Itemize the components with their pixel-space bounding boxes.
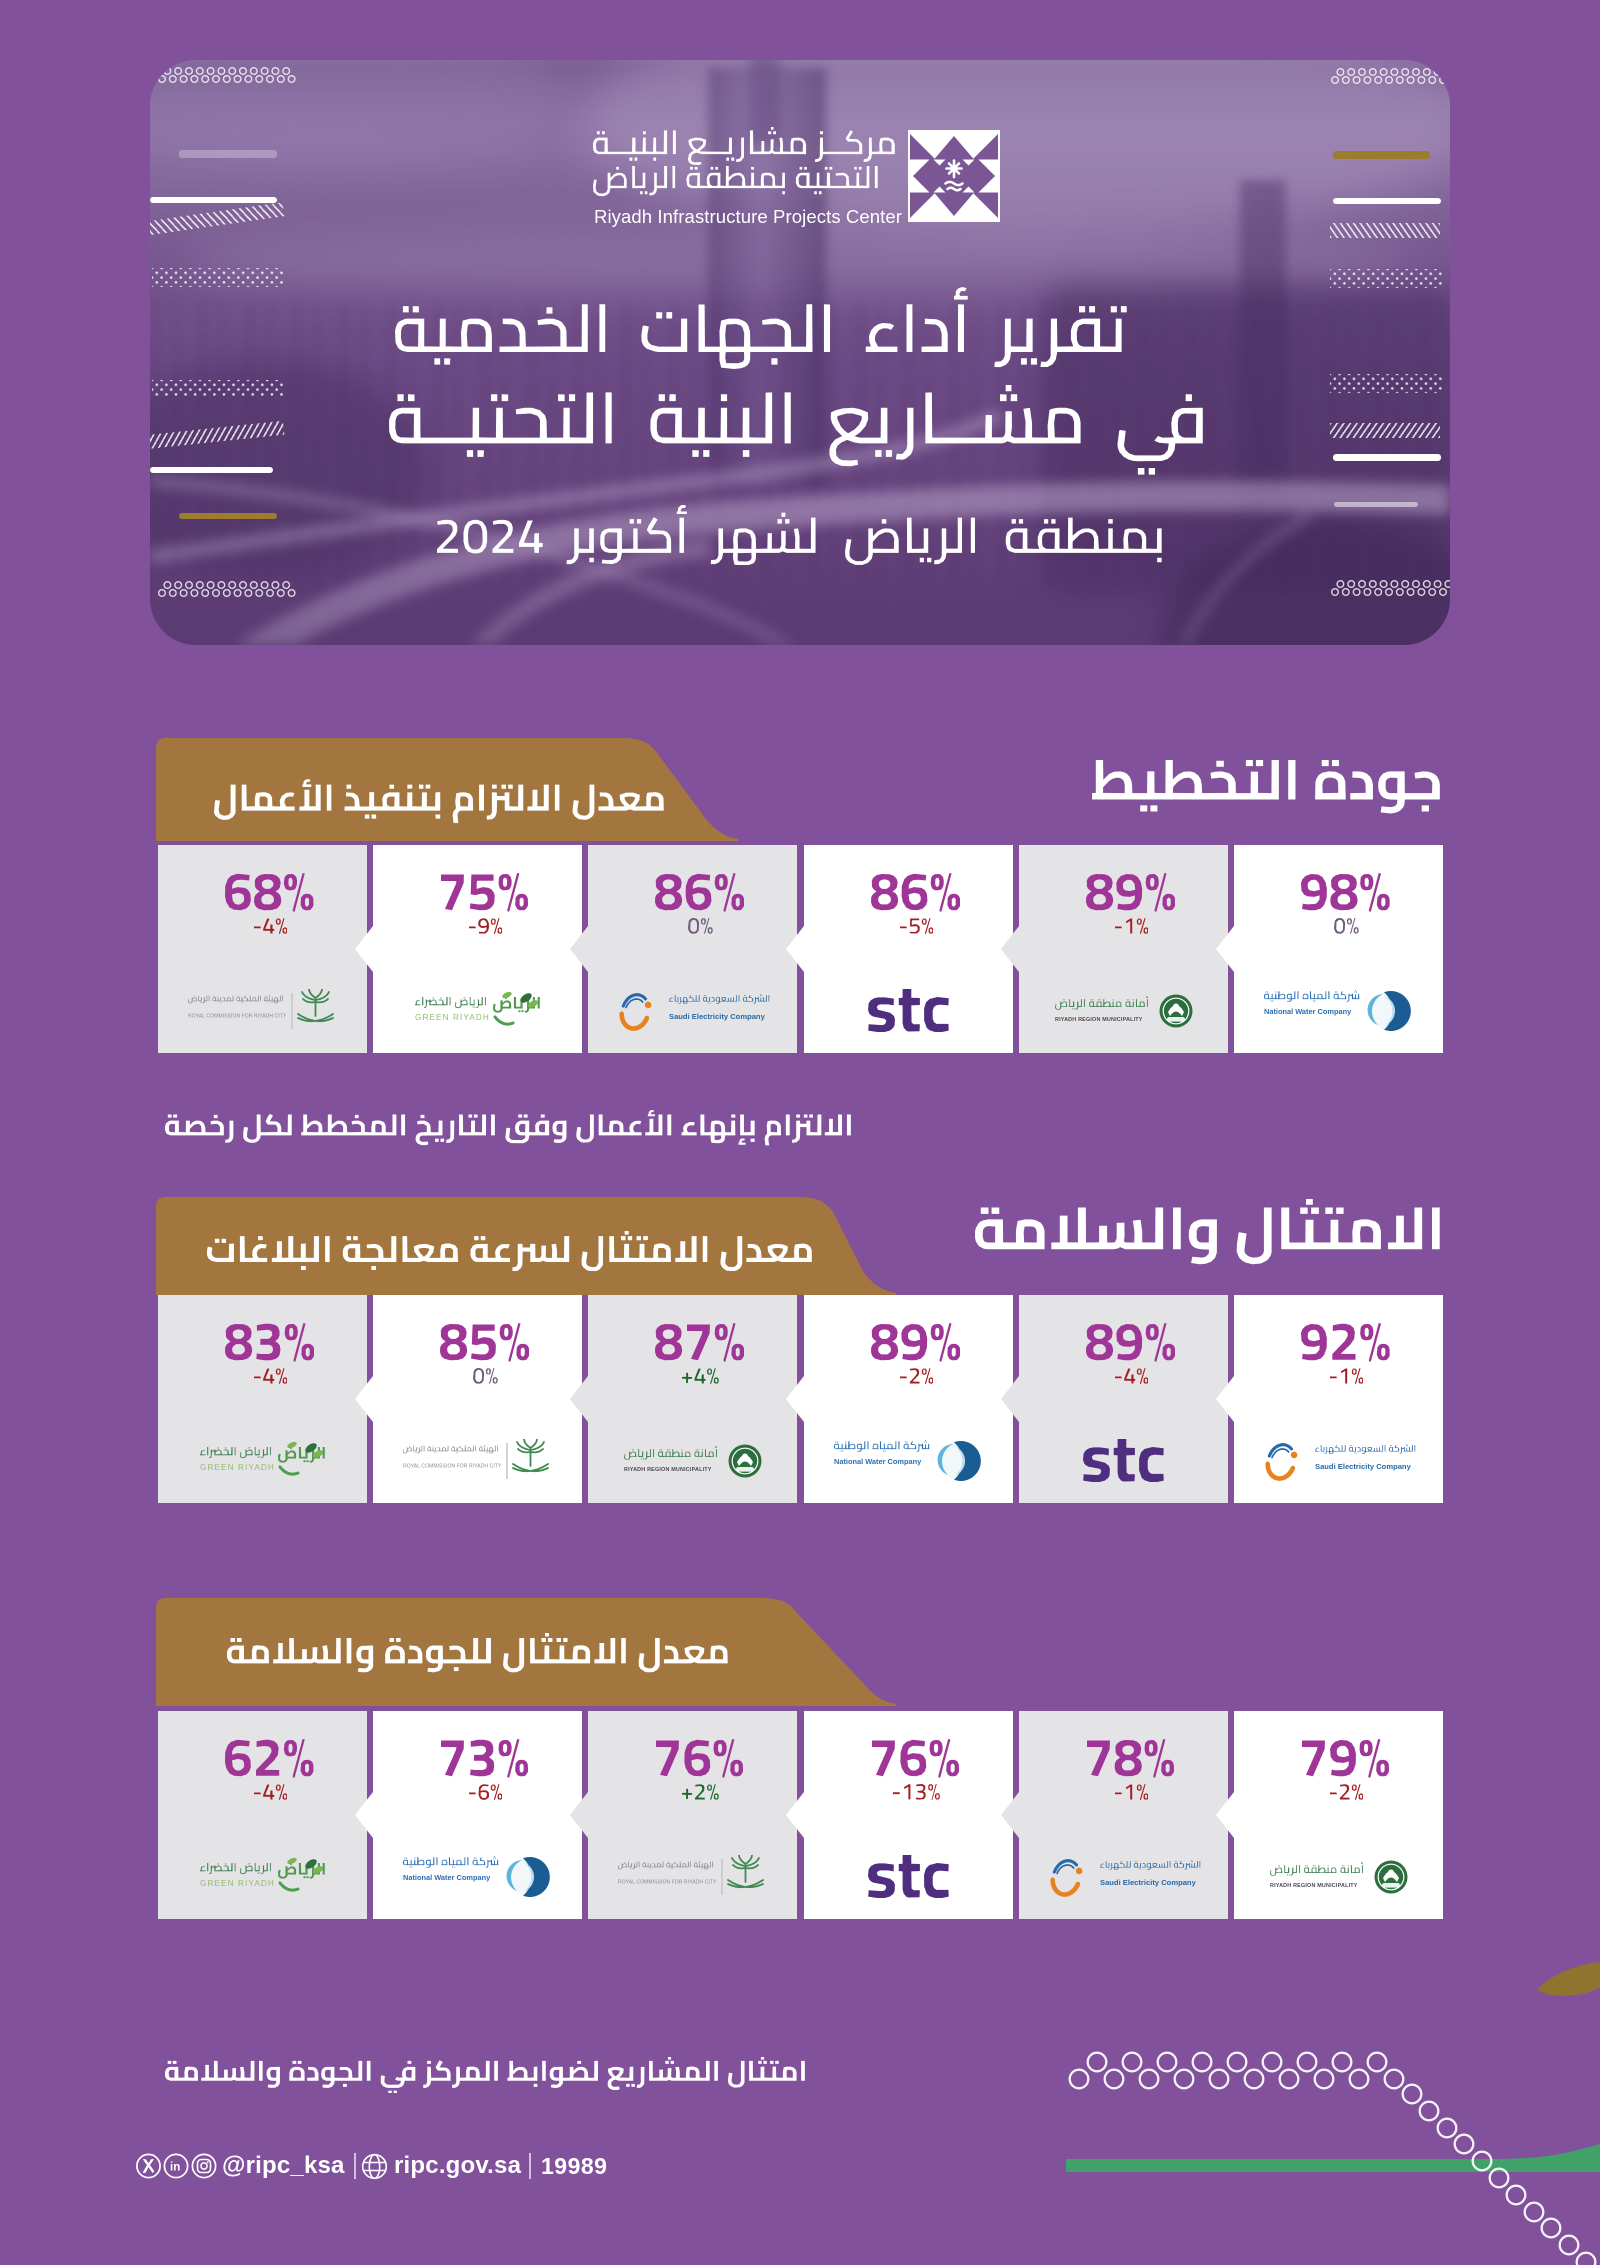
svg-text:in: in [170, 2162, 180, 2174]
